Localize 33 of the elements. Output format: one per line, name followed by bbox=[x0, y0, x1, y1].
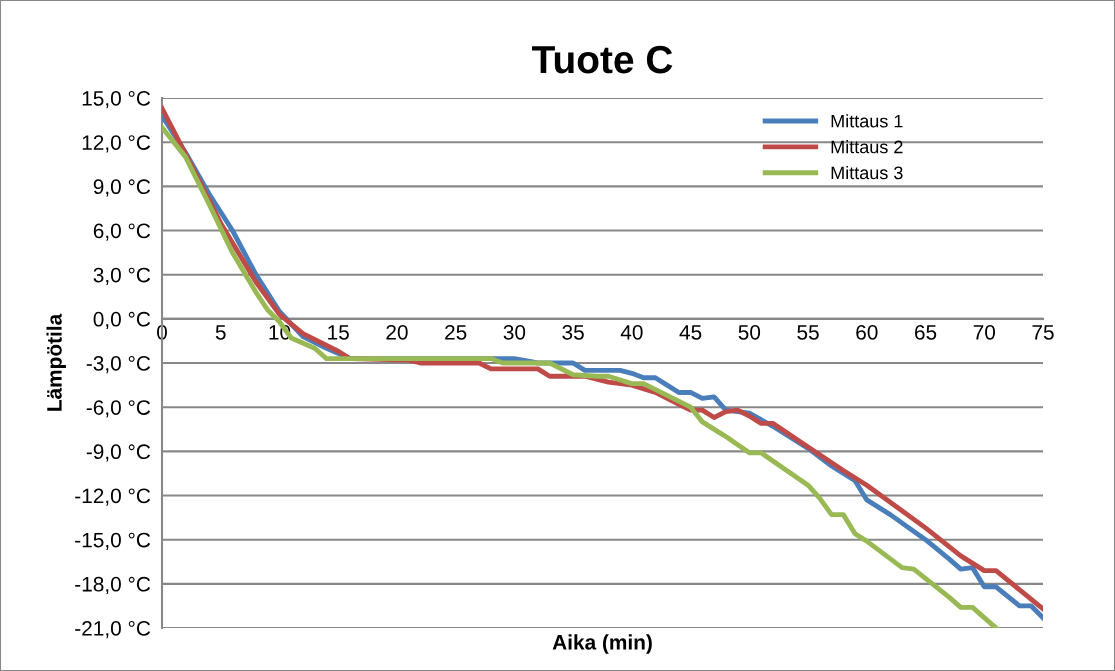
x-tick-label: 35 bbox=[562, 324, 584, 340]
x-tick-label: 45 bbox=[679, 325, 702, 340]
y-tick-label: 0,0 °C bbox=[93, 311, 151, 330]
x-tick-label: 65 bbox=[915, 324, 937, 340]
y-axis-title: Lämpötila bbox=[46, 313, 66, 411]
y-tick-label: -12,0 °C bbox=[75, 488, 151, 506]
y-tick-label: 9,0 °C bbox=[93, 179, 151, 197]
x-tick-label: 55 bbox=[797, 325, 819, 340]
y-tick-label: 3,0 °C bbox=[93, 267, 151, 285]
legend-label: Mittaus 3 bbox=[831, 165, 903, 180]
x-axis-title: Aika (min) bbox=[552, 634, 652, 654]
x-tick-label: 15 bbox=[328, 325, 349, 340]
y-tick-label: 12,0 °C bbox=[82, 135, 151, 153]
chart-title: Tuote C bbox=[532, 45, 673, 74]
legend-label: Mittaus 1 bbox=[831, 114, 903, 128]
y-tick-label: -6,0 °C bbox=[86, 400, 151, 418]
x-tick-label: 40 bbox=[620, 324, 643, 340]
x-tick-label: 20 bbox=[386, 324, 408, 340]
x-tick-label: 50 bbox=[738, 324, 761, 340]
x-tick-label: 25 bbox=[445, 324, 467, 340]
x-tick-label: 70 bbox=[973, 324, 996, 340]
y-tick-label: 6,0 °C bbox=[93, 223, 151, 241]
x-tick-label: 30 bbox=[503, 324, 526, 340]
x-tick-label: 5 bbox=[215, 325, 226, 340]
y-tick-label: -21,0 °C bbox=[75, 621, 151, 639]
y-tick-label: -3,0 °C bbox=[86, 356, 151, 374]
y-tick-label: -9,0 °C bbox=[86, 444, 151, 462]
y-tick-label: 15,0 °C bbox=[82, 91, 151, 109]
y-tick-label: -18,0 °C bbox=[75, 576, 151, 595]
x-tick-label: 60 bbox=[856, 324, 878, 340]
legend-label: Mittaus 2 bbox=[831, 140, 903, 154]
x-tick-label: 75 bbox=[1032, 325, 1054, 340]
y-tick-label: -15,0 °C bbox=[75, 532, 151, 550]
